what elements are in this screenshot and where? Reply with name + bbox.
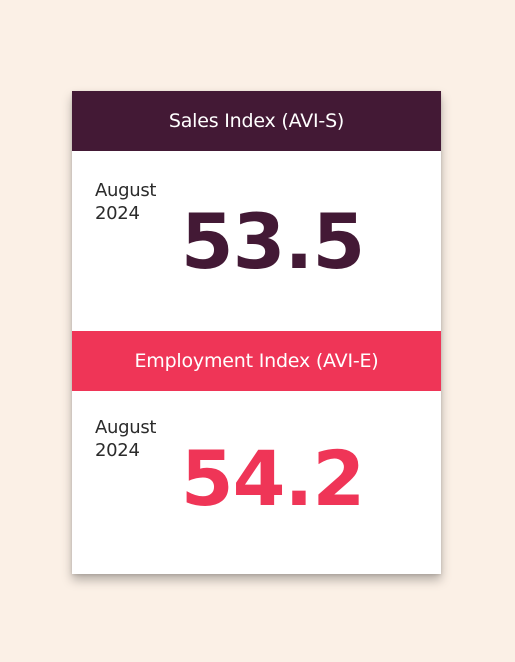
sales-index-title: Sales Index (AVI-S) (168, 110, 345, 132)
sales-index-year: 2024 (95, 203, 140, 224)
index-card: Sales Index (AVI-S) August 2024 53.5 Emp… (72, 91, 441, 574)
sales-index-month: August (95, 180, 157, 201)
employment-index-month: August (95, 417, 157, 438)
sales-index-value: 53.5 (180, 197, 366, 286)
employment-index-header: Employment Index (AVI-E) (72, 331, 441, 391)
employment-index-value: 54.2 (180, 434, 366, 523)
sales-index-period: August 2024 (95, 179, 157, 225)
employment-index-period: August 2024 (95, 416, 157, 462)
employment-index-year: 2024 (95, 440, 140, 461)
employment-index-title: Employment Index (AVI-E) (134, 350, 379, 372)
sales-index-header: Sales Index (AVI-S) (72, 91, 441, 151)
